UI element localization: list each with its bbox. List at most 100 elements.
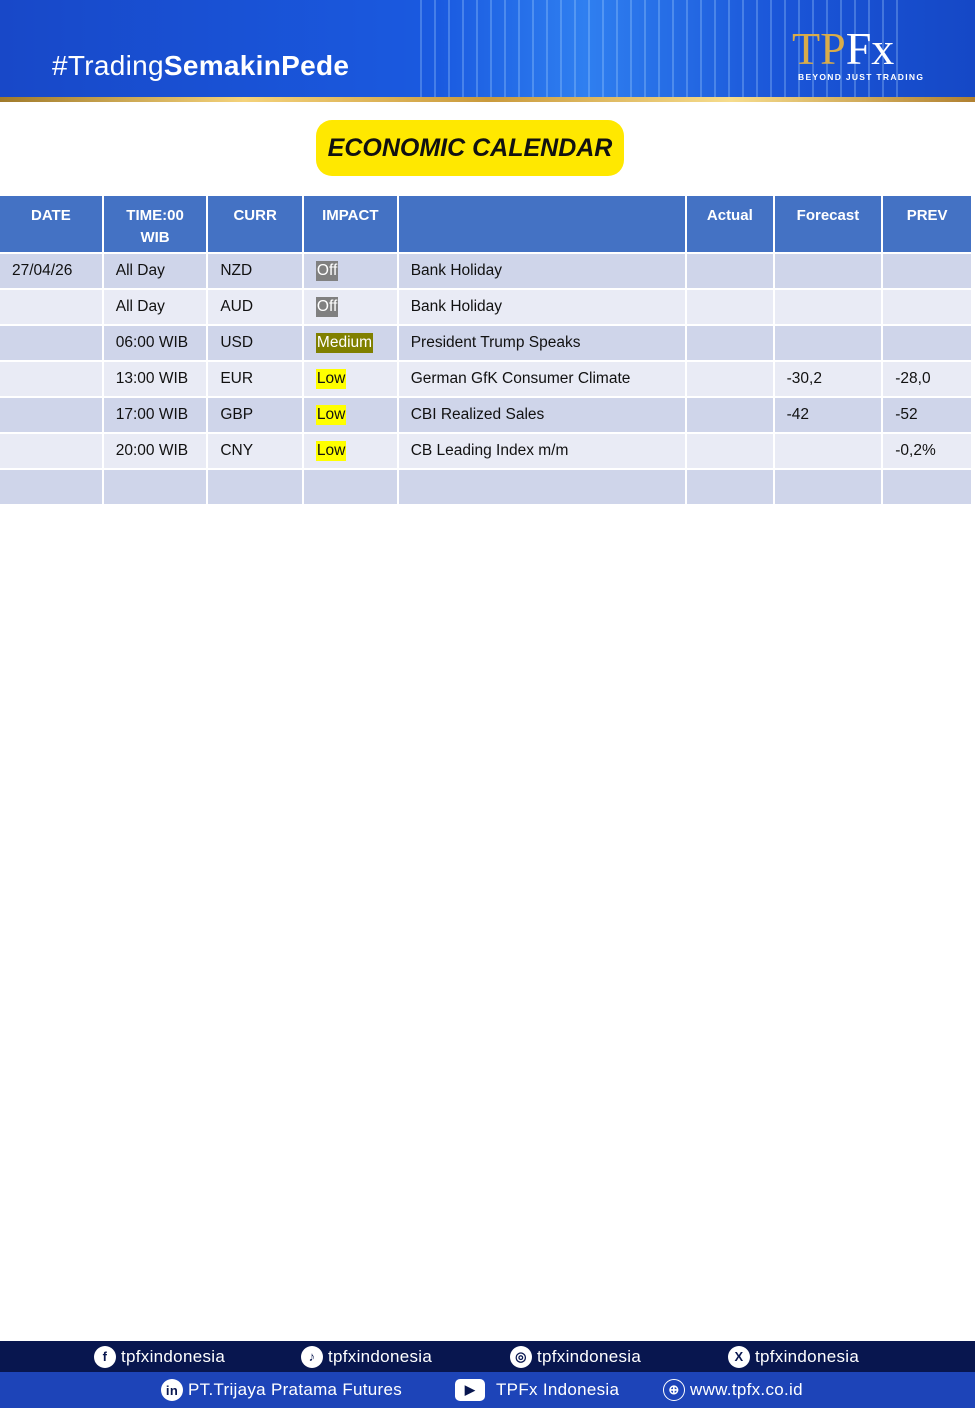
logo-tagline: BEYOND JUST TRADING bbox=[798, 72, 925, 82]
cell-date bbox=[0, 398, 102, 432]
table-row: All Day AUD Off Bank Holiday bbox=[0, 290, 971, 324]
column-header-prev: PREV bbox=[883, 196, 971, 252]
gold-divider bbox=[0, 97, 975, 102]
cell-actual bbox=[686, 254, 773, 288]
linkedin-icon: in bbox=[161, 1379, 183, 1401]
cell-time: All Day bbox=[103, 254, 207, 288]
economic-calendar-table: DATE TIME:00 WIB CURR IMPACT Actual Forecast P… bbox=[0, 194, 973, 506]
cell-curr: GBP bbox=[208, 398, 302, 432]
footer-tiktok[interactable]: ♪ tpfxindonesia bbox=[301, 1345, 433, 1368]
cell-actual bbox=[686, 470, 773, 504]
cell-date bbox=[0, 470, 102, 504]
footer-linkedin[interactable]: in PT.Trijaya Pratama Futures bbox=[161, 1379, 402, 1401]
impact-badge: Off bbox=[315, 261, 339, 281]
cell-time: 20:00 WIB bbox=[103, 434, 207, 468]
instagram-icon: ◎ bbox=[510, 1345, 532, 1368]
cell-actual bbox=[686, 290, 773, 324]
youtube-icon: ▶ bbox=[455, 1379, 485, 1401]
cell-event: President Trump Speaks bbox=[398, 326, 685, 360]
impact-badge: Low bbox=[315, 369, 347, 389]
column-header-actual: Actual bbox=[686, 196, 773, 252]
cell-impact: Low bbox=[303, 434, 397, 468]
table-row bbox=[0, 470, 971, 504]
cell-curr: CNY bbox=[208, 434, 302, 468]
cell-event bbox=[398, 470, 685, 504]
linkedin-label: PT.Trijaya Pratama Futures bbox=[188, 1380, 403, 1399]
footer-facebook[interactable]: f tpfxindonesia bbox=[94, 1345, 226, 1368]
cell-event: CBI Realized Sales bbox=[398, 398, 685, 432]
instagram-handle: tpfxindonesia bbox=[537, 1346, 642, 1366]
column-header-impact: IMPACT bbox=[303, 196, 397, 252]
cell-impact: Low bbox=[303, 398, 397, 432]
cell-time bbox=[103, 470, 207, 504]
page-title: ECONOMIC CALENDAR bbox=[316, 120, 624, 176]
cell-date bbox=[0, 362, 102, 396]
hashtag-light: #Trading bbox=[52, 50, 164, 81]
cell-impact: Low bbox=[303, 362, 397, 396]
footer-youtube[interactable]: ▶ TPFx Indonesia bbox=[455, 1379, 619, 1401]
table-row: 17:00 WIB GBP Low CBI Realized Sales -42 -52 bbox=[0, 398, 971, 432]
cell-prev bbox=[883, 290, 971, 324]
cell-prev: -52 bbox=[883, 398, 971, 432]
cell-event: Bank Holiday bbox=[398, 254, 685, 288]
youtube-label: TPFx Indonesia bbox=[496, 1380, 620, 1399]
facebook-icon: f bbox=[94, 1345, 116, 1368]
tiktok-handle: tpfxindonesia bbox=[328, 1346, 433, 1366]
table-row: 06:00 WIB USD Medium President Trump Speaks bbox=[0, 326, 971, 360]
table-row: 20:00 WIB CNY Low CB Leading Index m/m -0,2% bbox=[0, 434, 971, 468]
impact-badge: Medium bbox=[315, 333, 374, 353]
column-header-event bbox=[398, 196, 685, 252]
cell-curr: EUR bbox=[208, 362, 302, 396]
column-header-time: TIME:00 WIB bbox=[103, 196, 207, 252]
cell-impact: Off bbox=[303, 254, 397, 288]
cell-actual bbox=[686, 326, 773, 360]
cell-prev bbox=[883, 470, 971, 504]
cell-forecast bbox=[774, 434, 882, 468]
column-header-forecast: Forecast bbox=[774, 196, 882, 252]
tpfx-logo: TPFx BEYOND JUST TRADING bbox=[792, 26, 932, 84]
hashtag-bold: SemakinPede bbox=[163, 50, 350, 81]
column-header-curr: CURR bbox=[208, 196, 302, 252]
cell-prev bbox=[883, 326, 971, 360]
header-banner: #TradingSemakinPede TPFx BEYOND JUST TRA… bbox=[0, 0, 975, 98]
cell-prev bbox=[883, 254, 971, 288]
cell-forecast: -30,2 bbox=[774, 362, 882, 396]
cell-prev: -28,0 bbox=[883, 362, 971, 396]
cell-impact bbox=[303, 470, 397, 504]
cell-curr: NZD bbox=[208, 254, 302, 288]
cell-event: Bank Holiday bbox=[398, 290, 685, 324]
cell-curr bbox=[208, 470, 302, 504]
cell-forecast: -42 bbox=[774, 398, 882, 432]
cell-actual bbox=[686, 398, 773, 432]
cell-date bbox=[0, 326, 102, 360]
website-label: www.tpfx.co.id bbox=[690, 1380, 803, 1399]
cell-date bbox=[0, 434, 102, 468]
x-handle: tpfxindonesia bbox=[755, 1346, 860, 1366]
cell-forecast bbox=[774, 326, 882, 360]
cell-forecast bbox=[774, 290, 882, 324]
table-row: 13:00 WIB EUR Low German GfK Consumer Clima… bbox=[0, 362, 971, 396]
footer-instagram[interactable]: ◎ tpfxindonesia bbox=[510, 1345, 642, 1368]
tiktok-icon: ♪ bbox=[301, 1345, 323, 1368]
cell-event: CB Leading Index m/m bbox=[398, 434, 685, 468]
chart-background-decoration bbox=[420, 0, 900, 98]
cell-forecast bbox=[774, 470, 882, 504]
cell-date bbox=[0, 290, 102, 324]
cell-curr: AUD bbox=[208, 290, 302, 324]
cell-time: 06:00 WIB bbox=[103, 326, 207, 360]
facebook-handle: tpfxindonesia bbox=[121, 1346, 226, 1366]
cell-curr: USD bbox=[208, 326, 302, 360]
footer-website[interactable]: ⊕ www.tpfx.co.id bbox=[663, 1379, 803, 1401]
impact-badge: Low bbox=[315, 405, 347, 425]
x-icon: X bbox=[728, 1345, 750, 1368]
hashtag-slogan: #TradingSemakinPede bbox=[52, 50, 349, 82]
footer-links-bar: in PT.Trijaya Pratama Futures ▶ TPFx Indon… bbox=[0, 1372, 975, 1408]
impact-badge: Low bbox=[315, 441, 347, 461]
cell-actual bbox=[686, 434, 773, 468]
cell-forecast bbox=[774, 254, 882, 288]
cell-prev: -0,2% bbox=[883, 434, 971, 468]
cell-time: 13:00 WIB bbox=[103, 362, 207, 396]
footer-social-bar: f tpfxindonesia ♪ tpfxindonesia ◎ tpfxindon… bbox=[0, 1341, 975, 1372]
table-row: 27/04/26 All Day NZD Off Bank Holiday bbox=[0, 254, 971, 288]
